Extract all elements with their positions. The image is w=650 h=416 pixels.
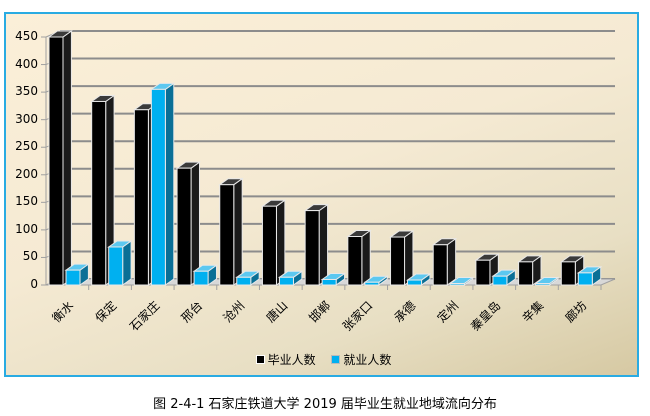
legend-item-graduates: 毕业人数 — [255, 351, 316, 368]
bar-employed — [448, 276, 475, 286]
y-tick-label: 350 — [15, 84, 38, 99]
bar-graduates — [47, 30, 73, 286]
bar-graduates — [517, 254, 543, 286]
bar-employed — [235, 270, 261, 286]
chart-plot-area — [41, 30, 616, 290]
legend-label: 毕业人数 — [267, 353, 316, 367]
bar-graduates — [260, 199, 287, 286]
legend-label: 就业人数 — [343, 353, 392, 367]
y-tick-label: 400 — [15, 56, 38, 71]
legend-swatch-black — [255, 355, 265, 364]
bar-graduates — [431, 237, 458, 286]
y-tick-label: 100 — [15, 221, 38, 236]
bar-graduates — [303, 203, 330, 286]
bar-employed — [576, 265, 603, 286]
chart-frame: 0 50 100 150 200 250 300 350 400 450 衡水 保定 石家庄 邢台 沧州唐… — [4, 12, 639, 377]
bar-graduates — [346, 229, 372, 286]
bar-employed — [491, 269, 517, 286]
legend-swatch-blue — [331, 355, 341, 364]
y-tick-label: 150 — [15, 194, 38, 209]
chart-legend: 毕业人数 就业人数 — [6, 351, 641, 368]
y-tick-label: 300 — [15, 111, 38, 126]
bar-graduates — [388, 230, 415, 286]
bar-employed — [534, 276, 560, 286]
bar-employed — [192, 264, 219, 286]
y-tick-label: 450 — [15, 29, 38, 43]
y-tick-label: 250 — [15, 139, 38, 154]
y-tick-label: 0 — [30, 277, 38, 291]
bar-employed — [363, 275, 389, 286]
bar-graduates — [90, 94, 116, 286]
bar-graduates — [218, 177, 244, 286]
y-tick-label: 200 — [15, 166, 38, 181]
legend-item-employed: 就业人数 — [331, 351, 391, 368]
bar-graduates — [175, 161, 202, 286]
figure-caption: 图 2-4-1 石家庄铁道大学 2019 届毕业生就业地域流向分布 — [153, 397, 497, 412]
bar-employed — [320, 272, 347, 286]
bar-employed — [149, 82, 176, 286]
y-tick-label: 50 — [22, 249, 38, 264]
bar-employed — [64, 263, 90, 286]
bar-employed — [405, 273, 432, 286]
bar-graduates — [559, 254, 586, 286]
bar-employed — [107, 240, 133, 286]
bar-employed — [277, 270, 304, 286]
